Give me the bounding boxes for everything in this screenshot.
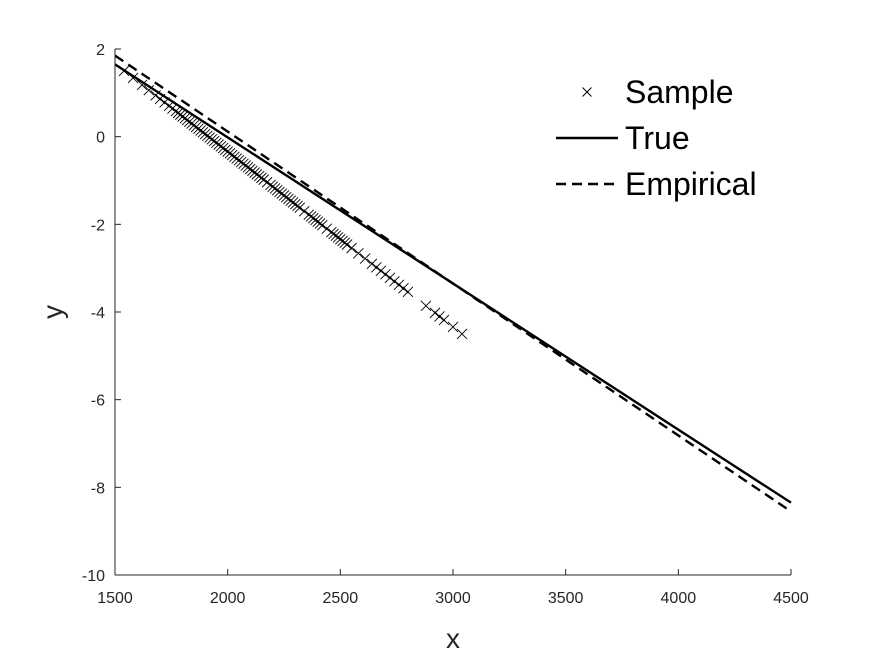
sample-point	[371, 261, 382, 273]
sample-point	[294, 202, 306, 213]
sample-point	[359, 253, 371, 264]
y-axis-label: y	[37, 305, 68, 319]
y-tick-label: -2	[91, 217, 105, 234]
sample-point	[261, 176, 273, 188]
x-tick-label: 2500	[323, 590, 359, 607]
sample-point	[136, 79, 148, 91]
sample-point	[353, 247, 364, 259]
legend: Sample True Empirical	[556, 74, 757, 202]
sample-point	[402, 286, 414, 298]
legend-label: Sample	[625, 74, 734, 110]
sample-point	[438, 314, 450, 326]
legend-marker-sample	[582, 87, 592, 97]
y-tick-label: -6	[91, 393, 105, 410]
sample-point	[316, 219, 328, 231]
x-tick-label: 4500	[773, 590, 809, 607]
sample-point	[298, 205, 310, 217]
sample-point	[447, 321, 459, 333]
ticks: 1500 2000 2500 3000 3500 4000 4500 -10 -8 -6 -4 -2 0…	[82, 42, 809, 607]
legend-label: Empirical	[625, 166, 757, 202]
sample-point	[380, 268, 391, 280]
x-tick-label: 2000	[210, 590, 246, 607]
x-tick-label: 1500	[97, 590, 133, 607]
sample-point	[389, 275, 400, 287]
sample-point	[346, 242, 357, 254]
empirical-line	[114, 54, 792, 513]
x-tick-label: 3500	[548, 590, 584, 607]
sample-point	[384, 272, 396, 284]
sample-point	[456, 328, 468, 340]
sample-point	[321, 223, 333, 235]
sample-point	[429, 307, 441, 319]
sample-point	[366, 258, 378, 270]
sample-point	[434, 311, 445, 322]
x-axis-label: x	[446, 623, 460, 654]
sample-markers	[118, 65, 468, 340]
y-tick-label: 2	[96, 42, 105, 59]
sample-point	[143, 84, 155, 96]
sample-point	[167, 103, 178, 114]
chart-marks	[114, 54, 792, 513]
sample-point	[375, 265, 387, 277]
x-tick-label: 4000	[661, 590, 697, 607]
y-tick-label: -10	[82, 568, 105, 585]
sample-point	[393, 279, 405, 291]
legend-label: True	[625, 120, 690, 156]
sample-point	[398, 283, 409, 294]
y-tick-label: -4	[91, 305, 105, 322]
sample-point	[258, 174, 270, 185]
sample-point	[341, 239, 353, 250]
x-tick-label: 3000	[435, 590, 471, 607]
y-tick-label: -8	[91, 480, 105, 497]
y-tick-label: 0	[96, 130, 105, 147]
sample-point	[420, 300, 432, 312]
